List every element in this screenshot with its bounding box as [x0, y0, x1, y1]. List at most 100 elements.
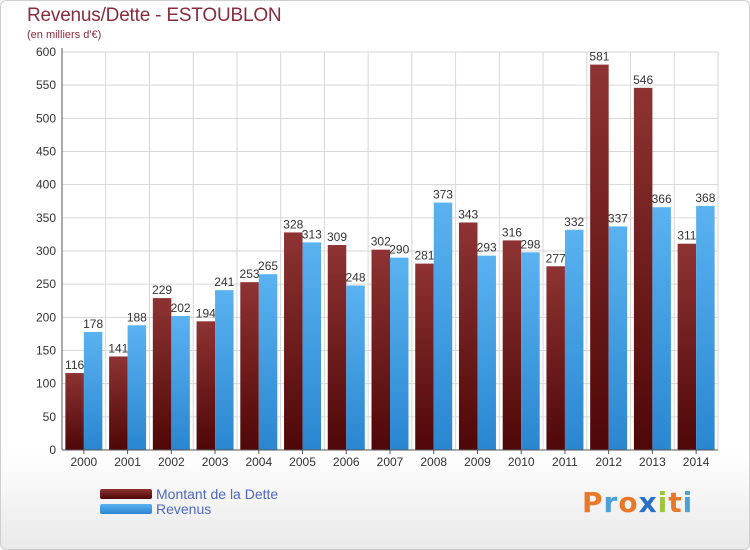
y-tick-label: 100	[36, 377, 56, 391]
bar-revenus	[171, 316, 190, 450]
bar-dette	[240, 282, 259, 450]
bar-revenus	[696, 205, 715, 450]
x-tick-label: 2006	[333, 455, 360, 469]
x-tick-label: 2002	[158, 455, 185, 469]
x-tick-label: 2011	[552, 455, 578, 469]
data-label-dette: 302	[371, 235, 391, 249]
bar-dette	[109, 356, 128, 450]
bar-dette	[371, 249, 390, 450]
bar-revenus	[83, 331, 103, 450]
legend-swatch-debt	[100, 488, 152, 499]
data-label-revenus: 337	[608, 211, 628, 225]
y-tick-label: 550	[36, 78, 56, 92]
bar-dette	[546, 266, 565, 450]
logo-letter: i	[657, 486, 669, 519]
bar-dette	[458, 222, 478, 450]
x-tick-label: 2010	[508, 455, 535, 469]
data-label-dette: 581	[589, 50, 609, 64]
x-tick-label: 2004	[245, 455, 272, 469]
chart-title: Revenus/Dette - ESTOUBLON	[27, 5, 282, 26]
bar-revenus	[302, 242, 322, 450]
y-tick-label: 500	[36, 111, 56, 125]
proxiti-logo: Proxiti	[582, 486, 693, 519]
y-tick-label: 300	[36, 244, 56, 258]
data-label-revenus: 202	[171, 301, 191, 315]
bar-revenus	[127, 325, 147, 450]
x-tick-label: 2014	[683, 455, 710, 469]
data-label-revenus: 366	[652, 192, 672, 206]
data-label-dette: 311	[677, 229, 696, 243]
bar-revenus	[390, 257, 409, 450]
bar-dette	[152, 298, 172, 450]
logo-letter: x	[638, 486, 658, 519]
bar-revenus	[215, 290, 234, 450]
legend-label-revenue: Revenus	[156, 500, 212, 517]
data-label-dette: 229	[152, 283, 172, 297]
bar-revenus	[477, 255, 496, 450]
data-label-dette: 281	[414, 249, 434, 263]
x-tick-label: 2001	[114, 455, 141, 469]
logo-letter: i	[682, 486, 694, 519]
x-tick-label: 2005	[289, 455, 316, 469]
y-tick-label: 150	[36, 344, 56, 358]
y-tick-label: 50	[43, 410, 57, 424]
data-label-dette: 316	[502, 225, 522, 239]
data-label-dette: 546	[633, 73, 653, 87]
bar-dette	[65, 373, 84, 450]
bar-dette	[284, 232, 303, 450]
bar-dette	[677, 243, 697, 450]
bar-dette	[502, 240, 522, 450]
bar-dette	[633, 87, 653, 450]
logo-letter: t	[668, 486, 683, 519]
logo-letter: r	[603, 486, 619, 519]
logo-letter: o	[618, 486, 639, 519]
data-label-dette: 328	[283, 217, 303, 231]
bar-revenus	[346, 285, 365, 450]
x-tick-label: 2013	[639, 455, 666, 469]
data-label-dette: 116	[65, 358, 84, 372]
data-label-revenus: 313	[302, 227, 322, 241]
data-label-revenus: 290	[389, 243, 409, 257]
x-tick-label: 2007	[377, 455, 404, 469]
data-label-revenus: 298	[520, 237, 540, 251]
y-tick-label: 450	[36, 145, 56, 159]
legend: Montant de la Dette Revenus	[100, 485, 279, 517]
data-label-revenus: 188	[127, 310, 147, 324]
legend-item-revenue: Revenus	[100, 500, 278, 517]
bar-dette	[590, 64, 609, 450]
x-tick-label: 2000	[71, 455, 98, 469]
chart-subtitle: (en milliers d'€)	[27, 29, 102, 41]
data-label-revenus: 265	[258, 259, 278, 273]
legend-item-debt: Montant de la Dette	[100, 485, 279, 502]
bar-revenus	[564, 229, 584, 450]
data-label-dette: 343	[458, 207, 478, 221]
bar-revenus	[258, 274, 278, 450]
data-label-revenus: 293	[477, 241, 497, 255]
bar-dette	[196, 321, 216, 450]
data-label-revenus: 241	[214, 275, 234, 289]
data-label-revenus: 332	[564, 215, 584, 229]
y-tick-label: 0	[49, 443, 56, 457]
x-tick-label: 2003	[202, 455, 229, 469]
bar-dette	[327, 245, 347, 450]
bar-revenus	[608, 226, 628, 450]
y-tick-label: 600	[36, 45, 56, 59]
bar-revenus	[652, 207, 671, 450]
data-label-dette: 194	[196, 306, 216, 320]
bar-revenus	[433, 202, 453, 450]
data-label-dette: 309	[327, 230, 347, 244]
data-label-revenus: 368	[695, 191, 715, 205]
data-label-dette: 253	[240, 267, 260, 281]
legend-swatch-revenue	[100, 503, 152, 514]
data-label-dette: 141	[108, 341, 128, 355]
x-tick-label: 2009	[464, 455, 491, 469]
y-tick-label: 200	[36, 310, 56, 324]
data-label-revenus: 373	[433, 188, 453, 202]
x-tick-label: 2008	[420, 455, 447, 469]
y-tick-label: 400	[36, 178, 56, 192]
legend-label-debt: Montant de la Dette	[156, 485, 279, 502]
data-label-revenus: 178	[83, 317, 103, 331]
axes: 0 50 100 150 200 250 300 350 400 450 500 550 600 2000…	[36, 45, 718, 469]
